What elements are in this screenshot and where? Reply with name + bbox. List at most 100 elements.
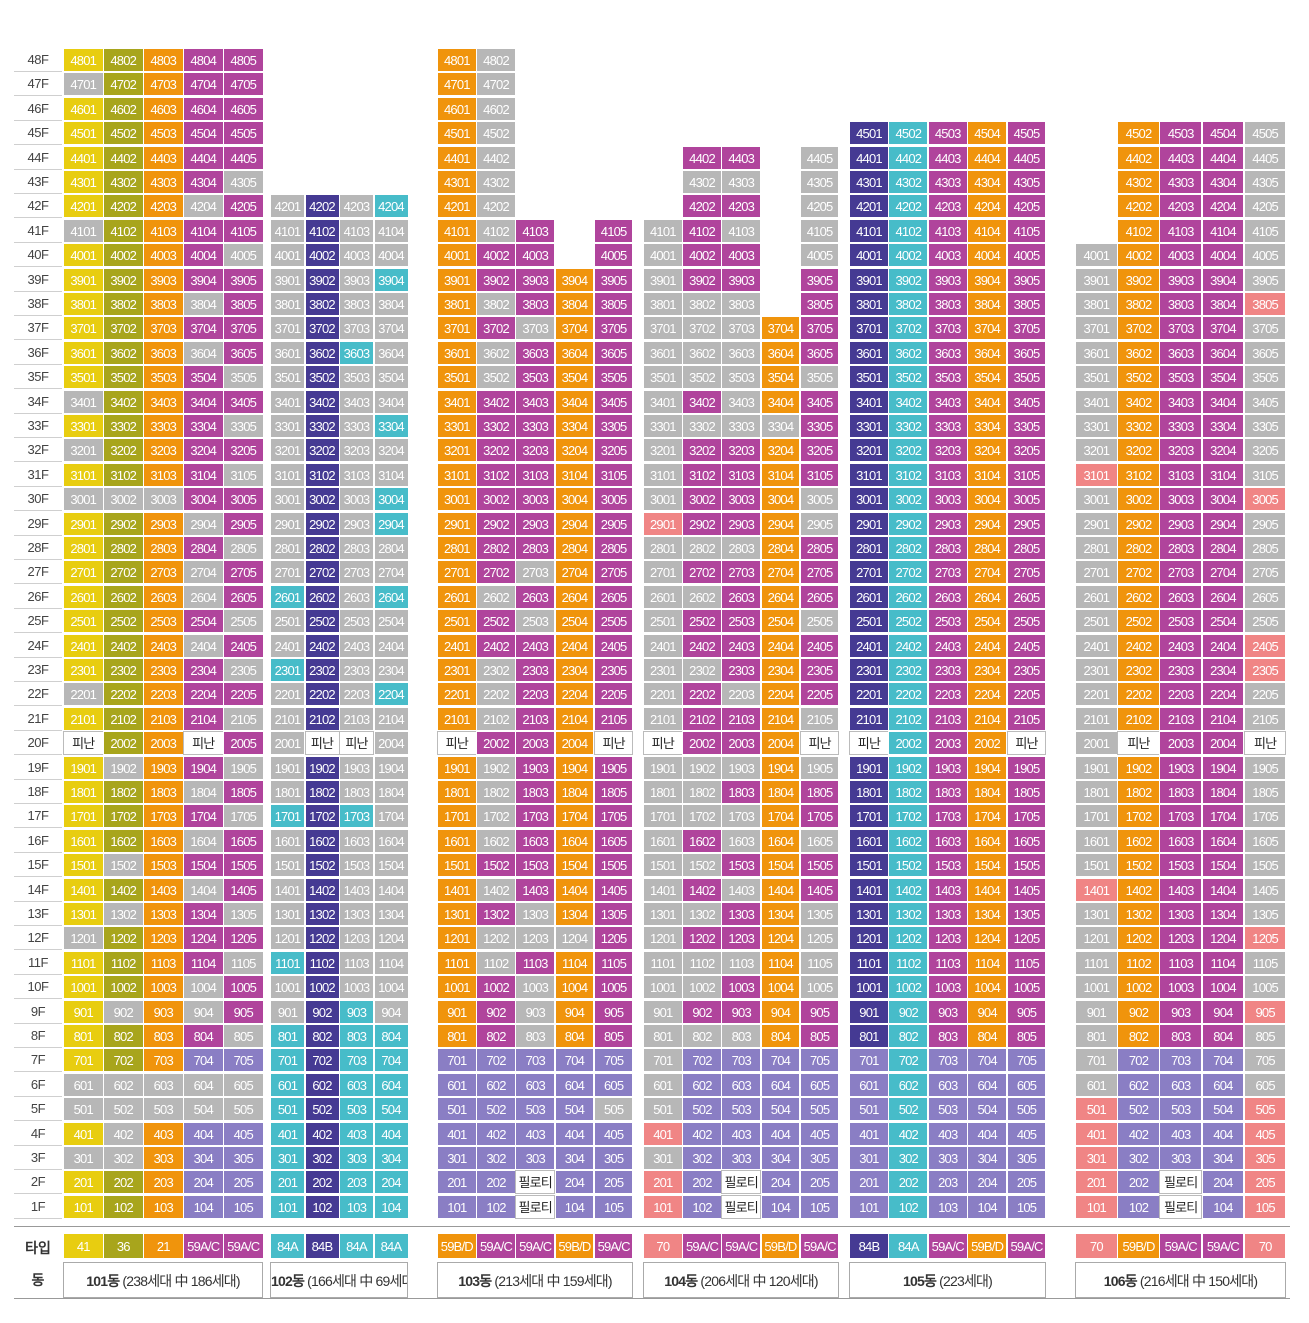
unit-cell: 403 bbox=[143, 1121, 184, 1146]
unit-type-cell: 84A bbox=[888, 1233, 929, 1259]
unit-cell: 1604 bbox=[373, 828, 409, 853]
unit-type-cell: 59A/C bbox=[223, 1233, 264, 1259]
unit-cell: 1004 bbox=[554, 975, 595, 1000]
unit-cell: 3804 bbox=[554, 292, 595, 316]
unit-cell: 1203 bbox=[927, 926, 968, 951]
unit-cell: 2102 bbox=[304, 706, 340, 731]
unit-cell: 1604 bbox=[1201, 828, 1245, 853]
unit-cell: 4103 bbox=[721, 218, 762, 243]
unit-cell: 404 bbox=[967, 1121, 1008, 1146]
unit-cell: 1404 bbox=[554, 877, 595, 902]
unit-cell: 1702 bbox=[682, 804, 722, 829]
unit-cell: 2402 bbox=[888, 633, 929, 658]
unit-cell: 4701 bbox=[437, 72, 477, 97]
unit-cell: 2405 bbox=[1006, 633, 1047, 658]
unit-cell: 1704 bbox=[967, 804, 1008, 829]
unit-cell: 102 bbox=[888, 1194, 929, 1219]
unit-cell: 3604 bbox=[183, 340, 224, 365]
unit-cell: 2903 bbox=[339, 511, 374, 536]
unit-cell: 4603 bbox=[143, 96, 184, 121]
unit-cell: 1802 bbox=[476, 780, 516, 804]
unit-cell: 3101 bbox=[437, 462, 477, 487]
unit-cell: 1405 bbox=[223, 877, 264, 902]
unit-cell: 2101 bbox=[63, 706, 104, 731]
unit-cell: 4201 bbox=[63, 194, 104, 219]
unit-cell: 4103 bbox=[927, 218, 968, 243]
unit-cell: 2105 bbox=[1006, 706, 1047, 731]
unit-cell: 601 bbox=[63, 1072, 104, 1097]
unit-cell: 1302 bbox=[1117, 902, 1160, 926]
unit-cell: 1703 bbox=[927, 804, 968, 829]
floor-label: 47F bbox=[14, 72, 62, 97]
unit-cell: 2805 bbox=[593, 536, 634, 560]
unit-cell: 1305 bbox=[223, 902, 264, 926]
unit-cell: 피난 bbox=[437, 731, 477, 756]
divider bbox=[14, 1298, 1290, 1299]
unit-cell: 3703 bbox=[1159, 316, 1203, 341]
unit-cell: 1804 bbox=[760, 780, 801, 804]
unit-cell: 2703 bbox=[721, 560, 762, 585]
unit-cell: 3003 bbox=[927, 487, 968, 512]
unit-cell: 2302 bbox=[1117, 658, 1160, 682]
unit-cell: 2202 bbox=[103, 682, 144, 707]
unit-cell: 2503 bbox=[927, 609, 968, 634]
unit-cell: 1801 bbox=[643, 780, 683, 804]
unit-cell: 4702 bbox=[103, 72, 144, 97]
unit-cell: 4702 bbox=[476, 72, 516, 97]
unit-cell: 2004 bbox=[1201, 731, 1245, 756]
unit-cell: 205 bbox=[1006, 1170, 1047, 1195]
unit-cell: 2103 bbox=[339, 706, 374, 731]
unit-cell: 1902 bbox=[1117, 755, 1160, 780]
unit-cell: 4004 bbox=[967, 243, 1008, 268]
floor-label: 8F bbox=[14, 1024, 62, 1048]
unit-cell: 4402 bbox=[103, 145, 144, 170]
unit-cell: 3505 bbox=[799, 365, 840, 390]
unit-cell: 2305 bbox=[593, 658, 634, 682]
unit-cell: 1001 bbox=[437, 975, 477, 1000]
unit-cell: 4105 bbox=[1006, 218, 1047, 243]
unit-cell: 3903 bbox=[339, 267, 374, 292]
unit-cell: 2005 bbox=[223, 731, 264, 756]
unit-cell: 1204 bbox=[183, 926, 224, 951]
unit-cell: 204 bbox=[967, 1170, 1008, 1195]
unit-cell: 2204 bbox=[373, 682, 409, 707]
unit-cell: 502 bbox=[476, 1097, 516, 1122]
unit-cell: 2701 bbox=[437, 560, 477, 585]
unit-cell: 505 bbox=[799, 1097, 840, 1122]
unit-cell: 3501 bbox=[63, 365, 104, 390]
unit-cell: 3603 bbox=[143, 340, 184, 365]
unit-cell: 1502 bbox=[476, 853, 516, 878]
unit-cell: 2402 bbox=[682, 633, 722, 658]
floor-label: 13F bbox=[14, 902, 62, 926]
unit-cell: 2802 bbox=[476, 536, 516, 560]
unit-cell: 4102 bbox=[103, 218, 144, 243]
unit-cell: 302 bbox=[888, 1146, 929, 1170]
unit-cell: 2504 bbox=[554, 609, 595, 634]
unit-cell: 3802 bbox=[304, 292, 340, 316]
unit-cell: 2803 bbox=[515, 536, 556, 560]
unit-cell: 703 bbox=[1159, 1048, 1203, 1073]
unit-cell: 1302 bbox=[476, 902, 516, 926]
unit-cell: 201 bbox=[643, 1170, 683, 1195]
unit-cell: 905 bbox=[223, 999, 264, 1024]
unit-cell: 2301 bbox=[270, 658, 305, 682]
unit-cell: 303 bbox=[339, 1146, 374, 1170]
unit-cell: 4801 bbox=[63, 48, 104, 72]
unit-cell: 302 bbox=[476, 1146, 516, 1170]
unit-cell: 1001 bbox=[1075, 975, 1118, 1000]
unit-cell: 2304 bbox=[760, 658, 801, 682]
unit-cell: 1903 bbox=[1159, 755, 1203, 780]
unit-cell: 1301 bbox=[437, 902, 477, 926]
unit-cell: 3305 bbox=[799, 414, 840, 438]
unit-cell: 1803 bbox=[143, 780, 184, 804]
unit-cell: 2401 bbox=[437, 633, 477, 658]
unit-cell: 3303 bbox=[143, 414, 184, 438]
unit-cell: 502 bbox=[103, 1097, 144, 1122]
unit-cell: 603 bbox=[515, 1072, 556, 1097]
unit-cell: 1803 bbox=[721, 780, 762, 804]
unit-cell: 1303 bbox=[1159, 902, 1203, 926]
floor-label: 2F bbox=[14, 1170, 62, 1195]
unit-cell: 704 bbox=[373, 1048, 409, 1073]
unit-cell: 3003 bbox=[143, 487, 184, 512]
unit-cell: 3305 bbox=[593, 414, 634, 438]
